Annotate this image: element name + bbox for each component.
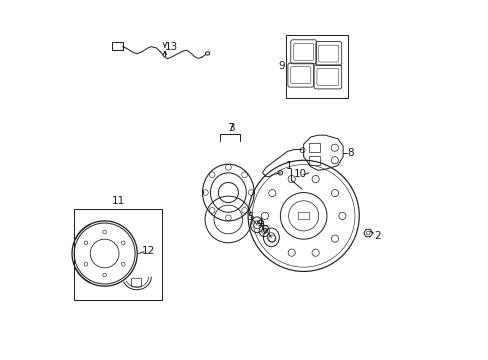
Text: 3: 3 xyxy=(228,123,235,133)
Text: 4: 4 xyxy=(256,218,263,228)
Text: 9: 9 xyxy=(278,61,284,71)
Text: 13: 13 xyxy=(164,42,177,51)
Text: 12: 12 xyxy=(142,246,155,256)
Text: 8: 8 xyxy=(346,148,353,158)
Text: 10: 10 xyxy=(293,169,306,179)
Text: 7: 7 xyxy=(226,123,233,133)
Text: 5: 5 xyxy=(247,212,253,222)
Text: 11: 11 xyxy=(111,196,124,206)
Bar xyxy=(112,42,122,50)
Bar xyxy=(298,212,308,220)
Bar xyxy=(308,143,319,152)
Bar xyxy=(74,209,162,300)
Bar xyxy=(308,156,319,165)
Bar xyxy=(285,35,348,98)
Text: 1: 1 xyxy=(285,161,292,171)
Text: 6: 6 xyxy=(261,225,268,235)
Text: 2: 2 xyxy=(374,231,381,241)
